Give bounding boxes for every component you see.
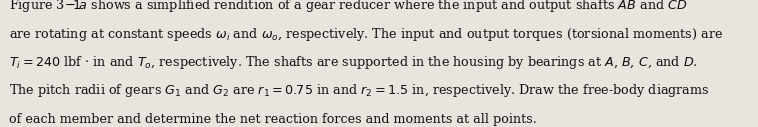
Text: of each member and determine the net reaction forces and moments at all points.: of each member and determine the net rea…	[9, 113, 537, 126]
Text: $T_i = 240$ lbf $\cdot$ in and $T_o$, respectively. The shafts are supported in : $T_i = 240$ lbf $\cdot$ in and $T_o$, re…	[9, 54, 698, 71]
Text: Figure 3$-\!\bar{1}\!\mathit{a}$ shows a simplified rendition of a gear reducer : Figure 3$-\!\bar{1}\!\mathit{a}$ shows a…	[9, 0, 688, 15]
Text: The pitch radii of gears $G_1$ and $G_2$ are $r_1 = 0.75$ in and $r_2 = 1.5$ in,: The pitch radii of gears $G_1$ and $G_2$…	[9, 82, 709, 99]
Text: are rotating at constant speeds $\omega_i$ and $\omega_o$, respectively. The inp: are rotating at constant speeds $\omega_…	[9, 26, 723, 43]
